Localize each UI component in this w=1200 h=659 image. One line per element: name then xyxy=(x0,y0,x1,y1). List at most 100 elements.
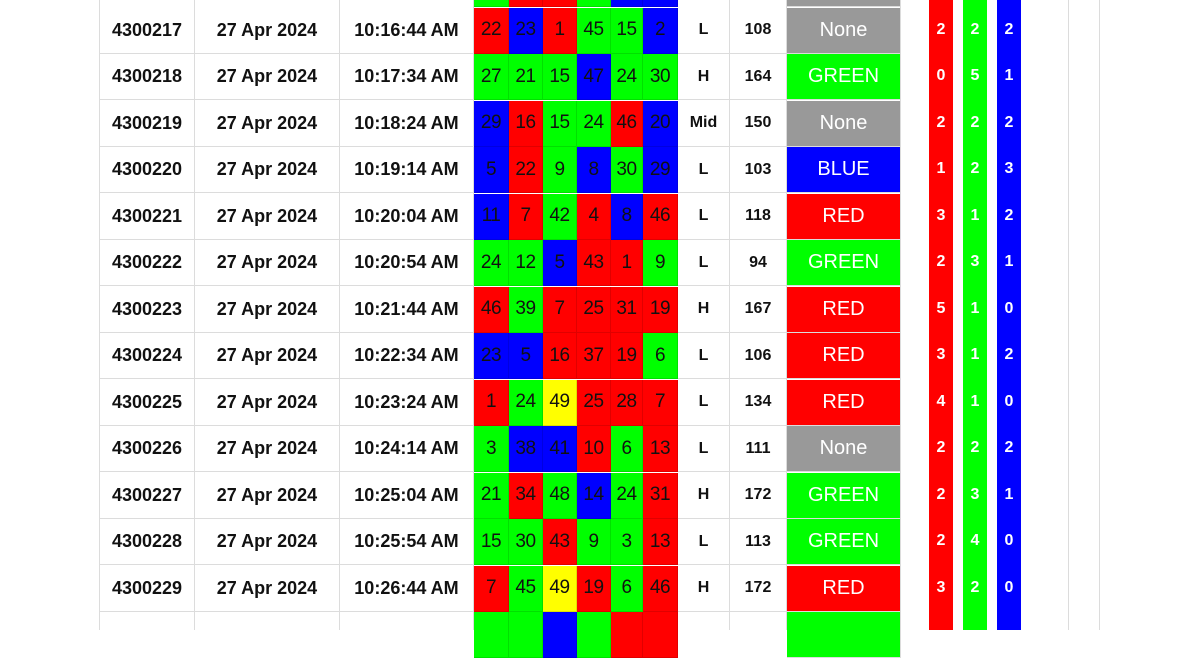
draw-id: 4300225 xyxy=(100,379,195,426)
draw-id: 4300226 xyxy=(100,426,195,472)
ball-cell: 2 xyxy=(643,7,678,54)
ball-cell: 10 xyxy=(577,426,611,472)
draw-time: 10:20:54 AM xyxy=(340,240,474,286)
ball-cell: 29 xyxy=(643,147,678,193)
red-count: 3 xyxy=(936,346,946,363)
ball-cell: 22 xyxy=(509,147,543,193)
ball-cell: 31 xyxy=(643,472,678,519)
draw-time: 10:21:44 AM xyxy=(340,286,474,333)
blue-count: 2 xyxy=(1004,439,1014,456)
blue-count: 0 xyxy=(1004,578,1014,596)
ball-cell: 3 xyxy=(611,519,643,565)
draw-id: 4300217 xyxy=(100,7,195,54)
level-cell: L xyxy=(678,426,730,472)
ball-cell: 6 xyxy=(643,333,678,379)
blue-count: 1 xyxy=(1004,485,1014,503)
total-cell: 167 xyxy=(730,286,787,333)
ball-cell: 34 xyxy=(509,472,543,519)
ball-cell xyxy=(509,0,543,7)
ball-cell: 22 xyxy=(474,7,509,54)
total-cell: 150 xyxy=(730,100,787,147)
red-count: 3 xyxy=(936,206,946,224)
table-row: 4300226 27 Apr 2024 10:24:14 AM 3 38 41 10 6 13 L… xyxy=(100,426,1100,473)
ball-cell: 39 xyxy=(509,286,543,333)
draw-date: 27 Apr 2024 xyxy=(195,426,340,472)
ball-cell: 48 xyxy=(543,472,577,519)
draw-date: 27 Apr 2024 xyxy=(195,240,340,286)
red-count-column xyxy=(929,0,953,630)
ball-cell: 11 xyxy=(474,193,509,240)
level-cell: L xyxy=(678,7,730,54)
red-count: 2 xyxy=(936,485,946,503)
ball-cell: 25 xyxy=(577,379,611,426)
result-cell: RED xyxy=(787,333,901,379)
draw-time: 10:23:24 AM xyxy=(340,379,474,426)
grid-line xyxy=(1099,0,1100,630)
result-cell: RED xyxy=(787,565,901,612)
table-row: 4300224 27 Apr 2024 10:22:34 AM 23 5 16 37 19 6 L… xyxy=(100,333,1100,380)
level-cell: L xyxy=(678,147,730,193)
table-row: 4300229 27 Apr 2024 10:26:44 AM 7 45 49 19 6 46 H… xyxy=(100,565,1100,613)
draw-id: 4300218 xyxy=(100,54,195,100)
level-cell: H xyxy=(678,286,730,333)
ball-cell xyxy=(474,612,509,658)
level-cell: H xyxy=(678,472,730,519)
green-count: 2 xyxy=(970,113,980,131)
blue-count-column xyxy=(997,0,1021,630)
ball-cell: 1 xyxy=(543,7,577,54)
draw-time: 10:20:04 AM xyxy=(340,193,474,240)
ball-cell: 7 xyxy=(543,286,577,333)
table-row: 4300220 27 Apr 2024 10:19:14 AM 5 22 9 8 30 29 L 1… xyxy=(100,147,1100,194)
draw-time: 10:17:34 AM xyxy=(340,54,474,100)
results-sheet: 4300217 27 Apr 2024 10:16:44 AM 22 23 1 45 15 2 L… xyxy=(99,0,1100,658)
total-cell: 113 xyxy=(730,519,787,565)
ball-cell xyxy=(611,0,643,7)
ball-cell: 49 xyxy=(543,379,577,426)
draw-time: 10:18:24 AM xyxy=(340,100,474,147)
ball-cell: 23 xyxy=(509,7,543,54)
table-row: 4300222 27 Apr 2024 10:20:54 AM 24 12 5 43 1 9 L 9… xyxy=(100,240,1100,287)
ball-cell xyxy=(643,0,678,7)
ball-cell xyxy=(509,612,543,658)
result-cell: RED xyxy=(787,193,901,240)
ball-cell: 46 xyxy=(643,565,678,612)
total-cell: 106 xyxy=(730,333,787,379)
total-cell: 172 xyxy=(730,565,787,612)
ball-cell: 4 xyxy=(577,193,611,240)
level-cell: L xyxy=(678,379,730,426)
level-cell: L xyxy=(678,193,730,240)
red-count: 0 xyxy=(936,67,946,84)
ball-cell: 24 xyxy=(611,54,643,100)
table-row: 4300221 27 Apr 2024 10:20:04 AM 11 7 42 4 8 46 L 1… xyxy=(100,193,1100,241)
blue-count: 0 xyxy=(1004,532,1014,549)
table-row: 4300219 27 Apr 2024 10:18:24 AM 29 16 15 24 46 2… xyxy=(100,100,1100,148)
green-count: 1 xyxy=(970,299,980,317)
draw-time: 10:26:44 AM xyxy=(340,565,474,612)
green-count: 2 xyxy=(970,20,980,38)
green-count: 5 xyxy=(970,67,980,84)
draw-id: 4300222 xyxy=(100,240,195,286)
ball-cell: 7 xyxy=(474,565,509,612)
ball-cell: 9 xyxy=(643,240,678,286)
ball-cell: 30 xyxy=(611,147,643,193)
result-cell: None xyxy=(787,7,901,54)
draw-date: 27 Apr 2024 xyxy=(195,193,340,240)
ball-cell: 9 xyxy=(543,147,577,193)
draw-date: 27 Apr 2024 xyxy=(195,565,340,612)
draw-date: 27 Apr 2024 xyxy=(195,7,340,54)
blue-count: 2 xyxy=(1004,206,1014,224)
blue-count: 2 xyxy=(1004,346,1014,363)
ball-cell: 7 xyxy=(509,193,543,240)
ball-cell: 16 xyxy=(543,333,577,379)
draw-time: 10:22:34 AM xyxy=(340,333,474,379)
green-count: 3 xyxy=(970,485,980,503)
ball-cell xyxy=(577,612,611,658)
red-count: 4 xyxy=(936,392,946,410)
result-cell xyxy=(787,612,901,658)
level-cell: H xyxy=(678,565,730,612)
green-count: 2 xyxy=(970,578,980,596)
result-cell: RED xyxy=(787,286,901,333)
table-row: 4300227 27 Apr 2024 10:25:04 AM 21 34 48 14 24 3… xyxy=(100,472,1100,520)
result-cell: None xyxy=(787,426,901,472)
ball-cell: 47 xyxy=(577,54,611,100)
